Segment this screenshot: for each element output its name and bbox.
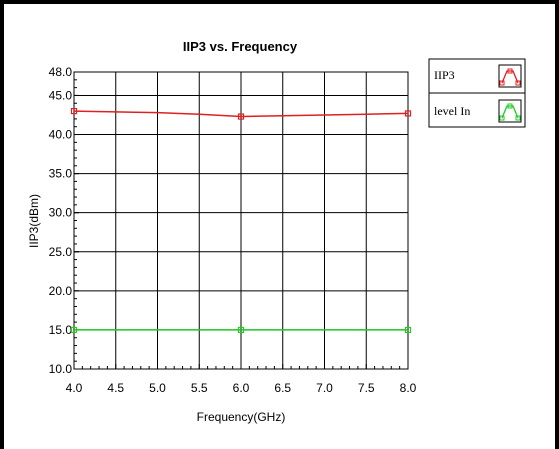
x-tick-label: 7.0 [316, 381, 333, 395]
legend-swatch-marker [499, 115, 505, 121]
legend-swatch-marker [499, 80, 505, 86]
x-tick-label: 4.5 [107, 381, 124, 395]
y-tick-label: 15.0 [49, 323, 73, 337]
x-tick-label: 6.0 [233, 381, 250, 395]
legend-swatch-marker [515, 80, 521, 86]
legend-swatch-box [498, 99, 522, 123]
data-point-iip3 [404, 110, 412, 117]
x-tick-label: 8.0 [400, 381, 417, 395]
data-point-level-in [404, 326, 412, 334]
legend-label-level-in: level In [434, 104, 470, 118]
y-tick-label: 35.0 [49, 167, 73, 181]
legend-swatch-marker [507, 68, 513, 74]
data-point-level-in [237, 326, 245, 334]
x-tick-label: 7.5 [358, 381, 375, 395]
y-axis-label: IIP3(dBm) [27, 194, 41, 248]
x-tick-label: 6.5 [274, 381, 291, 395]
legend-swatch-level-in [498, 99, 522, 123]
data-point-iip3 [70, 107, 78, 115]
legend: IIP3 level In [428, 58, 526, 128]
y-tick-label: 48.0 [49, 65, 73, 79]
y-axis-ticks: 10.0 15.0 20.0 25.0 30.0 35.0 40.0 45.0 48.0 [49, 65, 79, 376]
series-line-iip3 [73, 110, 409, 118]
data-point-level-in [70, 326, 78, 334]
legend-swatch-marker [515, 115, 521, 121]
series [70, 107, 412, 334]
legend-swatch-iip3 [498, 64, 522, 88]
legend-swatch-box [498, 64, 522, 88]
grid [74, 72, 408, 369]
x-tick-label: 4.0 [66, 381, 83, 395]
legend-label-iip3: IIP3 [434, 68, 455, 82]
legend-swatch-line [501, 105, 519, 119]
y-tick-label: 20.0 [49, 284, 73, 298]
y-tick-label: 40.0 [49, 128, 73, 142]
y-tick-label: 45.0 [49, 88, 73, 102]
x-tick-label: 5.5 [191, 381, 208, 395]
data-point-iip3 [237, 113, 245, 120]
legend-swatch-line [501, 70, 519, 84]
legend-swatch-marker [507, 103, 513, 109]
x-axis-ticks: 4.0 4.5 5.0 5.5 6.0 6.5 7.0 7.5 8.0 [66, 364, 417, 395]
chart-title: IIP3 vs. Frequency [183, 39, 298, 54]
x-tick-label: 5.0 [149, 381, 166, 395]
x-axis-label: Frequency(GHz) [197, 410, 286, 424]
y-tick-label: 25.0 [49, 245, 73, 259]
y-tick-label: 30.0 [49, 206, 73, 220]
y-tick-label: 10.0 [49, 362, 73, 376]
